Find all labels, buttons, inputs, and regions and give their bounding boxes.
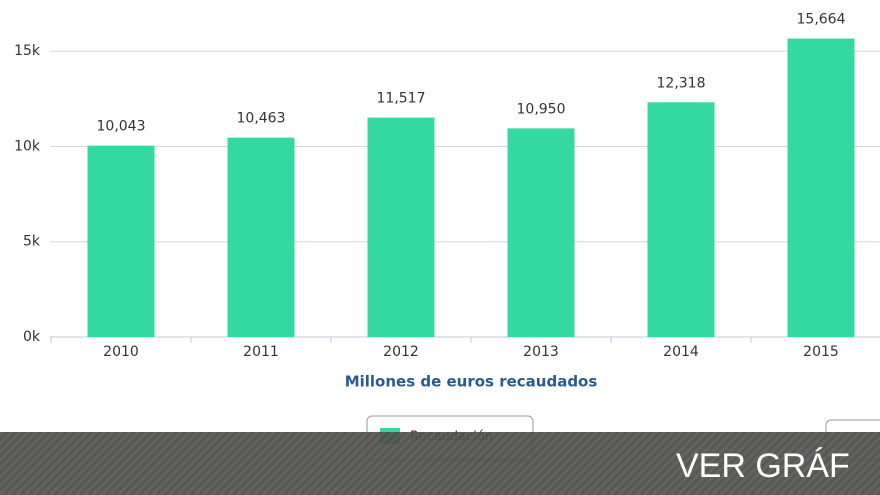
x-axis-title: Millones de euros recaudados (345, 373, 598, 391)
y-tick-label: 10k (14, 138, 41, 154)
bar (787, 38, 855, 337)
value-label: 10,950 (517, 101, 566, 117)
bar (367, 117, 435, 338)
bar (87, 145, 155, 337)
bar (647, 102, 715, 338)
value-label: 10,043 (97, 119, 146, 135)
x-tick-label: 2015 (803, 344, 839, 360)
x-tick-label: 2013 (523, 344, 559, 360)
x-tick-label: 2014 (663, 344, 699, 360)
bar (507, 128, 575, 337)
overlay-band (0, 432, 880, 495)
value-label: 10,463 (237, 111, 286, 127)
value-label: 12,318 (657, 75, 706, 91)
y-tick-label: 0k (23, 329, 41, 345)
bar (227, 137, 295, 337)
x-tick-label: 2010 (103, 344, 139, 360)
x-tick-label: 2012 (383, 344, 419, 360)
y-tick-label: 15k (14, 43, 41, 59)
overlay-button[interactable]: VER GRÁF (676, 447, 850, 485)
value-label: 15,664 (797, 12, 846, 28)
x-tick-label: 2011 (243, 344, 279, 360)
value-label: 11,517 (377, 91, 426, 107)
y-tick-label: 5k (23, 234, 41, 250)
